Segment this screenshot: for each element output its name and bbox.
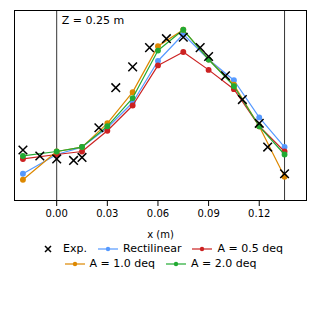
html-text:A = 0.5 deq: A = 0.5 deq [217,242,283,255]
html-text:A = 1.0 deq: A = 1.0 deq [89,257,155,270]
svg-text:0.03: 0.03 [96,208,118,219]
html-text:Rectilinear: Rectilinear [123,242,182,255]
svg-text:0.12: 0.12 [248,208,270,219]
svg-text:0.00: 0.00 [46,208,68,219]
svg-text:0.09: 0.09 [197,208,219,219]
html-text:Exp.: Exp. [63,242,87,255]
svg-text:Z = 0.25 m: Z = 0.25 m [62,14,124,27]
svg-text:0.06: 0.06 [147,208,169,219]
html-text:A = 2.0 deq: A = 2.0 deq [191,257,257,270]
svg-text:x (m): x (m) [147,229,174,240]
